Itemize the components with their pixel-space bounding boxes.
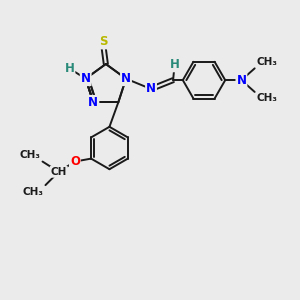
Text: CH₃: CH₃ [256,93,277,103]
Text: N: N [121,72,131,85]
Text: S: S [99,35,107,48]
Text: O: O [70,155,80,168]
Text: CH₃: CH₃ [256,57,277,67]
Text: H: H [64,62,74,75]
Text: N: N [88,96,98,109]
Text: N: N [81,72,91,85]
Text: H: H [169,58,179,71]
Text: CH₃: CH₃ [19,150,40,160]
Text: CH₃: CH₃ [23,187,44,196]
Text: N: N [236,74,246,87]
Text: CH: CH [50,167,67,177]
Text: N: N [146,82,156,95]
